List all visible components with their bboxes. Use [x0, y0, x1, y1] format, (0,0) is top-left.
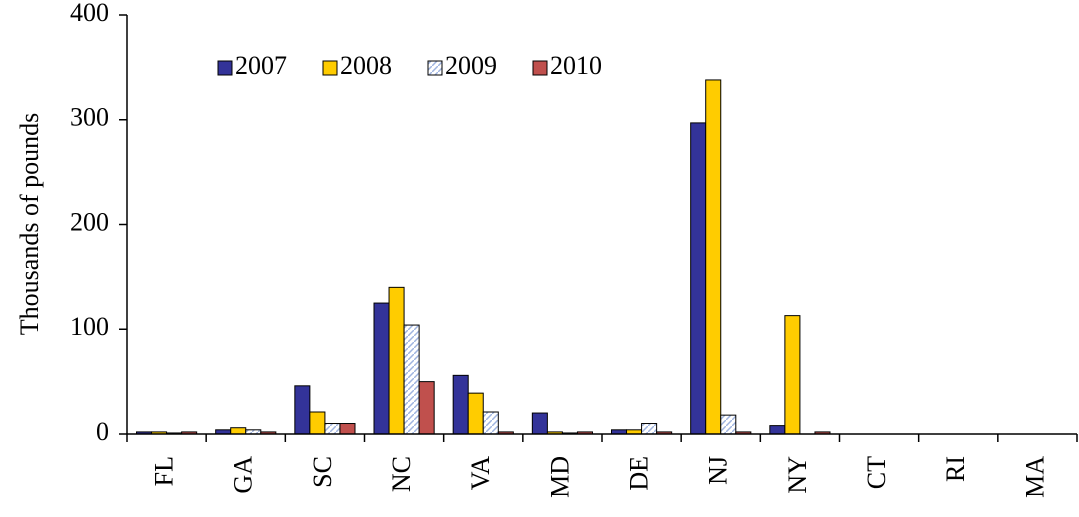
x-tick-label: MD: [545, 456, 574, 498]
bar: [784, 315, 801, 435]
bar: [230, 427, 247, 435]
x-tick-label: VA: [466, 456, 495, 490]
x-tick-label: RI: [941, 456, 970, 482]
bar: [452, 374, 469, 435]
y-tick-label: 400: [70, 0, 109, 27]
bar: [418, 381, 435, 435]
legend-swatch: [427, 60, 443, 76]
bar: [388, 286, 405, 435]
y-tick-label: 200: [70, 207, 109, 236]
x-tick-label: NJ: [704, 456, 733, 485]
x-tick-label: SC: [308, 456, 337, 488]
bar: [690, 122, 707, 435]
x-tick-label: CT: [862, 456, 891, 489]
y-axis-label: Thousands of pounds: [15, 113, 44, 335]
legend-label: 2010: [550, 51, 602, 80]
bar: [467, 392, 484, 435]
bar: [403, 324, 420, 435]
legend-swatch: [532, 60, 548, 76]
bar: [324, 423, 341, 435]
y-tick-label: 300: [70, 103, 109, 132]
legend-swatch: [322, 60, 338, 76]
bar: [769, 425, 786, 435]
bar: [720, 414, 737, 435]
x-tick-label: MA: [1020, 456, 1049, 498]
legend-label: 2009: [445, 51, 497, 80]
bar: [294, 385, 311, 435]
x-tick-label: FL: [150, 456, 179, 486]
bar: [705, 79, 722, 435]
bar: [531, 412, 548, 435]
x-tick-label: GA: [229, 456, 258, 494]
y-tick-label: 100: [70, 312, 109, 341]
bar: [339, 423, 356, 435]
bar: [373, 302, 390, 435]
legend-label: 2007: [235, 51, 287, 80]
bar: [641, 423, 658, 435]
x-tick-label: DE: [625, 456, 654, 491]
x-tick-label: NC: [387, 456, 416, 492]
y-tick-label: 0: [96, 417, 109, 446]
legend-swatch: [217, 60, 233, 76]
bar: [309, 411, 326, 435]
x-tick-label: NY: [783, 456, 812, 494]
legend-label: 2008: [340, 51, 392, 80]
bar: [482, 411, 499, 435]
